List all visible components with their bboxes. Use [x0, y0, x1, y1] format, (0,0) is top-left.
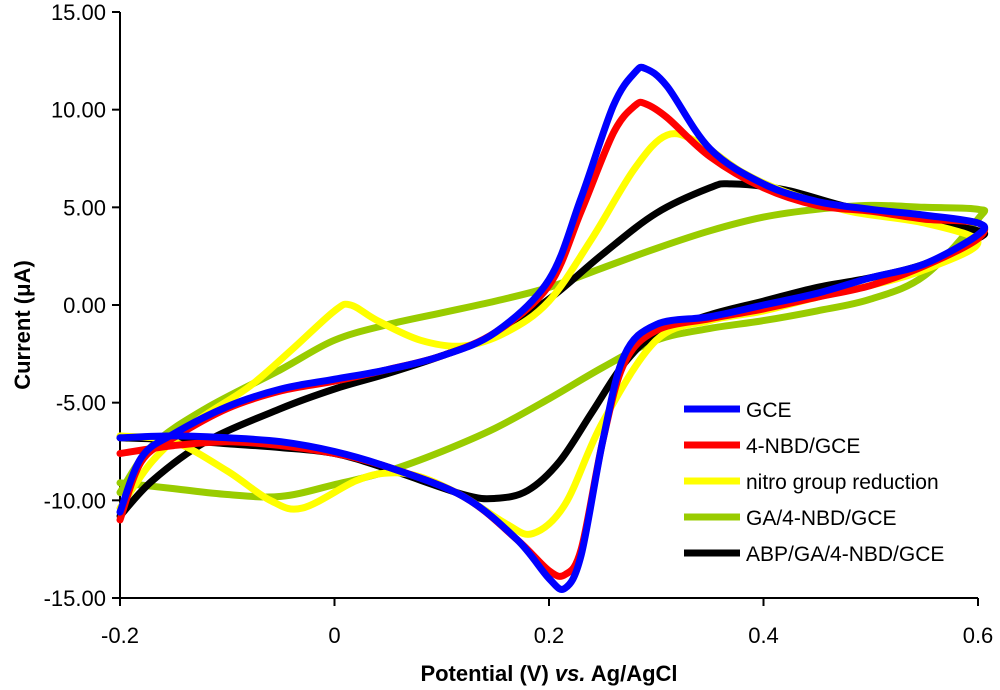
x-tick-label: 0.4: [748, 623, 779, 648]
series-line-4-nbd-gce: [116, 98, 989, 580]
x-axis-title-reference: Ag/AgCl: [585, 661, 677, 686]
y-tick-label: -15.00: [44, 586, 106, 611]
ticks: 15.00 10.00 5.00 0.00 -5.00 -10.00 -15.00 -0.2 0…: [44, 0, 994, 648]
legend-label: nitro group reduction: [746, 471, 939, 494]
y-tick-label: 0.00: [63, 293, 106, 318]
x-tick-label: -0.2: [101, 623, 139, 648]
y-tick-label: -10.00: [44, 488, 106, 513]
x-axis-title-main: Potential (V): [420, 661, 554, 686]
series-line-gce: [116, 63, 989, 593]
x-axis-title-italic: vs.: [555, 661, 586, 686]
legend-label: GCE: [746, 399, 792, 422]
x-tick-label: 0.2: [534, 623, 565, 648]
legend-label: ABP/GA/4-NBD/GCE: [746, 543, 944, 566]
y-tick-label: 5.00: [63, 195, 106, 220]
legend: GCE 4-NBD/GCE nitro group reduction GA/4-NB…: [684, 399, 944, 566]
legend-label: 4-NBD/GCE: [746, 435, 860, 458]
y-tick-label: 15.00: [51, 0, 106, 25]
legend-label: GA/4-NBD/GCE: [746, 507, 897, 530]
series-line-abp-ga-4-nbd-gce: [116, 180, 989, 520]
x-tick-label: 0: [328, 623, 340, 648]
data-series: [116, 63, 989, 593]
y-axis-title: Current (μA): [10, 260, 35, 390]
x-axis-title: Potential (V) vs. Ag/AgCl: [420, 661, 677, 686]
x-tick-label: 0.6: [963, 623, 994, 648]
series-line-ga-4-nbd-gce: [116, 201, 989, 501]
y-tick-label: -5.00: [56, 391, 106, 416]
y-tick-label: 10.00: [51, 98, 106, 123]
